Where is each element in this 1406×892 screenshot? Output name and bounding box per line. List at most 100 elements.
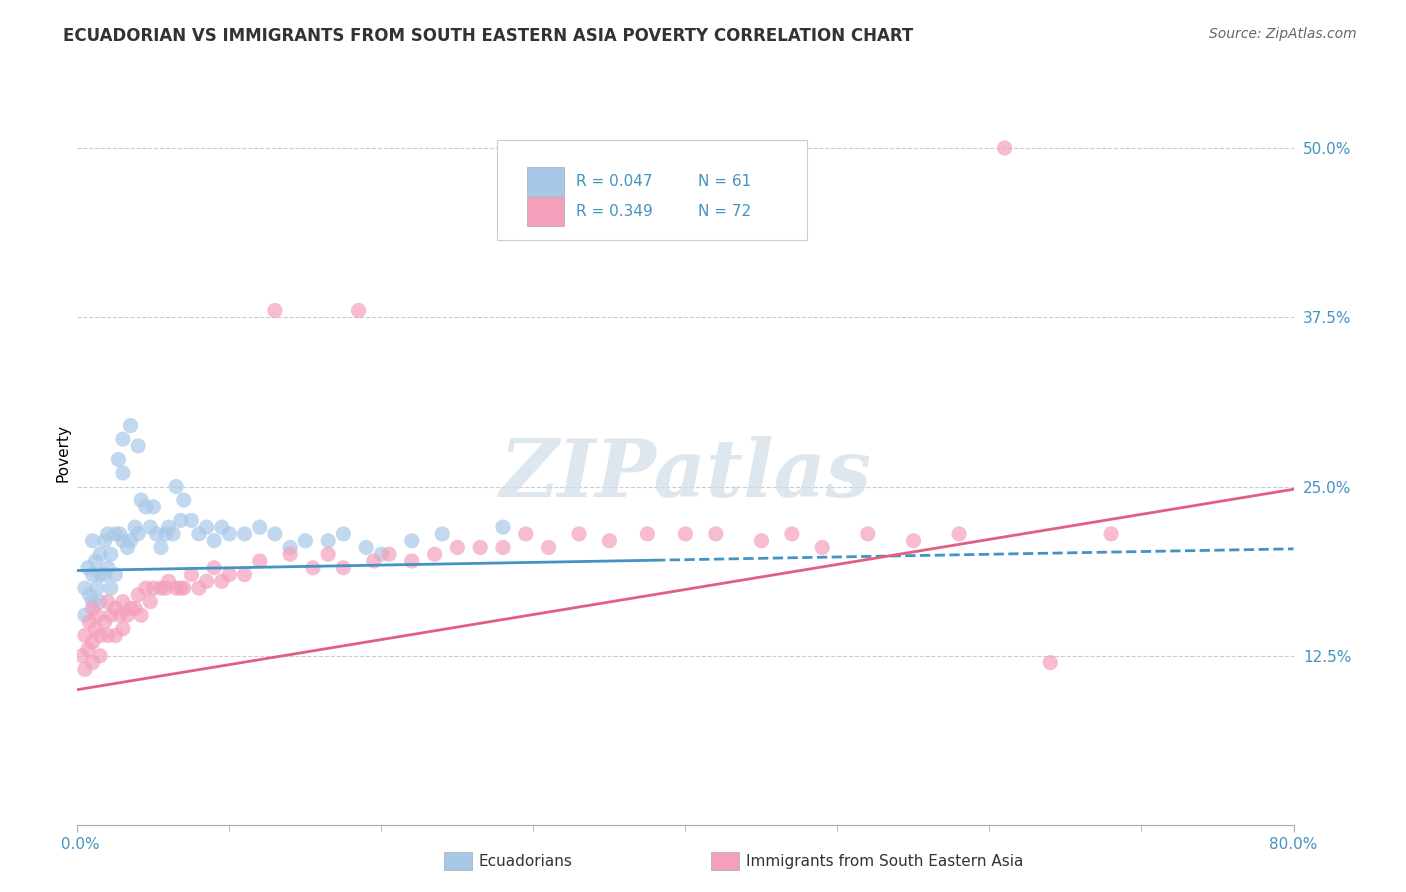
Point <box>162 527 184 541</box>
Point <box>751 533 773 548</box>
Point <box>347 303 370 318</box>
Point <box>107 452 129 467</box>
Text: Source: ZipAtlas.com: Source: ZipAtlas.com <box>1209 27 1357 41</box>
Point <box>537 541 560 555</box>
Point <box>202 561 225 575</box>
Point <box>948 527 970 541</box>
Point <box>302 561 325 575</box>
Point <box>84 554 107 568</box>
Point <box>108 527 131 541</box>
Point <box>104 601 127 615</box>
Point <box>332 561 354 575</box>
Point <box>93 567 115 582</box>
Text: N = 72: N = 72 <box>697 204 751 219</box>
Point <box>77 561 100 575</box>
Point <box>124 601 146 615</box>
Point <box>202 533 225 548</box>
Point <box>180 513 202 527</box>
Point <box>111 533 134 548</box>
Point <box>470 541 492 555</box>
Point <box>170 581 193 595</box>
Point <box>120 418 142 433</box>
Point <box>93 615 115 629</box>
Point <box>994 141 1017 155</box>
Point <box>124 520 146 534</box>
Point <box>1039 656 1062 670</box>
Point <box>82 567 104 582</box>
Point <box>218 527 240 541</box>
Point <box>77 642 100 657</box>
Point <box>111 432 134 446</box>
Point <box>165 479 187 493</box>
Text: Immigrants from South Eastern Asia: Immigrants from South Eastern Asia <box>747 855 1024 869</box>
Point <box>188 581 211 595</box>
Point <box>675 527 697 541</box>
Point <box>127 439 149 453</box>
Point <box>515 527 537 541</box>
Point <box>93 533 115 548</box>
Point <box>218 567 240 582</box>
Point <box>82 594 104 608</box>
Point <box>111 622 134 636</box>
Point <box>195 574 218 589</box>
Point <box>104 527 127 541</box>
Point <box>492 520 515 534</box>
Point <box>97 628 120 642</box>
Point <box>354 541 377 555</box>
Point <box>108 608 131 623</box>
Point <box>332 527 354 541</box>
Point <box>73 581 96 595</box>
Point <box>73 608 96 623</box>
Point <box>780 527 803 541</box>
Point <box>430 527 453 541</box>
Point <box>173 493 195 508</box>
Point <box>249 554 271 568</box>
Point <box>903 533 925 548</box>
Point <box>294 533 316 548</box>
Point <box>73 662 96 676</box>
Text: R = 0.349: R = 0.349 <box>576 204 652 219</box>
Point <box>249 520 271 534</box>
Point <box>378 547 401 561</box>
Point <box>82 635 104 649</box>
Point <box>233 567 256 582</box>
Point <box>195 520 218 534</box>
Point <box>129 493 152 508</box>
Point <box>117 608 139 623</box>
Point <box>401 554 423 568</box>
Y-axis label: Poverty: Poverty <box>55 424 70 482</box>
Point <box>211 574 233 589</box>
FancyBboxPatch shape <box>527 196 564 227</box>
Point <box>704 527 727 541</box>
Point <box>89 648 111 663</box>
Point <box>120 533 142 548</box>
Point <box>401 533 423 548</box>
Point <box>111 466 134 480</box>
Text: R = 0.047: R = 0.047 <box>576 174 652 189</box>
Point <box>100 547 122 561</box>
Point <box>104 628 127 642</box>
Point <box>97 594 120 608</box>
Text: N = 61: N = 61 <box>697 174 751 189</box>
Point <box>155 527 177 541</box>
Point <box>127 527 149 541</box>
Point <box>1099 527 1122 541</box>
FancyBboxPatch shape <box>527 167 564 196</box>
Point <box>180 567 202 582</box>
Point <box>157 520 180 534</box>
Point <box>89 628 111 642</box>
Point <box>636 527 658 541</box>
Point <box>188 527 211 541</box>
Point <box>568 527 591 541</box>
Point <box>423 547 446 561</box>
Point <box>278 547 301 561</box>
Point <box>86 581 108 595</box>
Point <box>86 608 108 623</box>
Point <box>111 594 134 608</box>
Point <box>139 594 162 608</box>
Point <box>149 541 172 555</box>
Point <box>316 533 339 548</box>
Point <box>316 547 339 561</box>
Point <box>117 541 139 555</box>
Point <box>264 303 287 318</box>
